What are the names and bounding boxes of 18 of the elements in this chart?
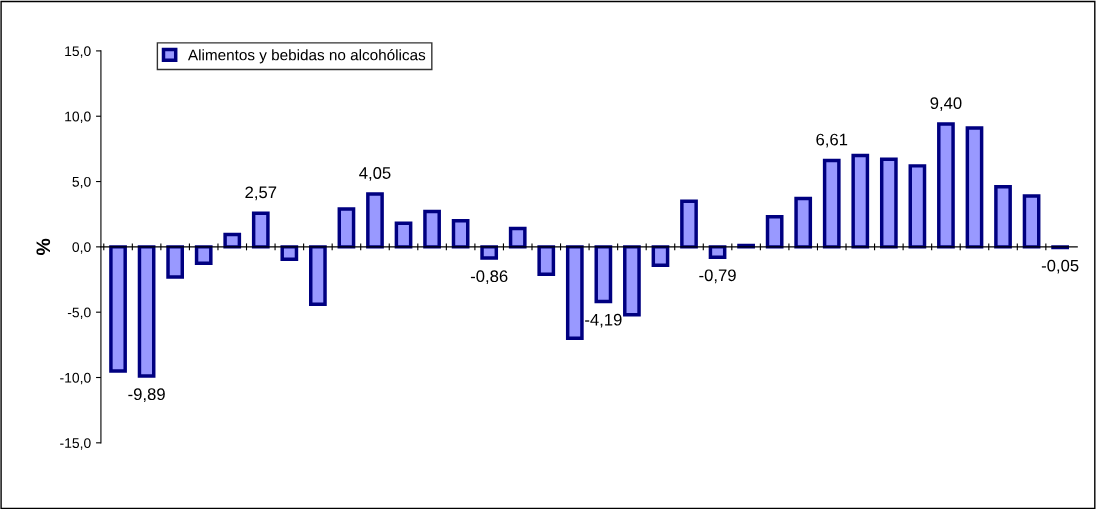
data-label: -0,79 [699,269,736,284]
y-tick-label: -10,0 [60,372,91,385]
data-label: -0,05 [1041,259,1079,274]
data-label: 9,40 [930,97,962,111]
data-label: -4,19 [585,313,622,328]
data-label: -0,86 [470,270,508,285]
data-label: 2,57 [245,186,277,201]
y-axis-title: % [36,238,51,256]
legend-label: Alimentos y bebidas no alcohólicas [187,48,426,64]
y-tick-label: 5,0 [72,176,91,189]
data-label: 4,05 [359,167,391,181]
y-tick-label: 10,0 [65,111,91,124]
y-tick-label: 15,0 [65,46,91,58]
y-tick-label: -5,0 [67,307,91,319]
y-tick-label: 0,0 [72,242,91,254]
data-label: -9,89 [128,388,165,403]
data-label: 6,61 [816,133,848,148]
y-tick-label: -15,0 [60,438,91,450]
